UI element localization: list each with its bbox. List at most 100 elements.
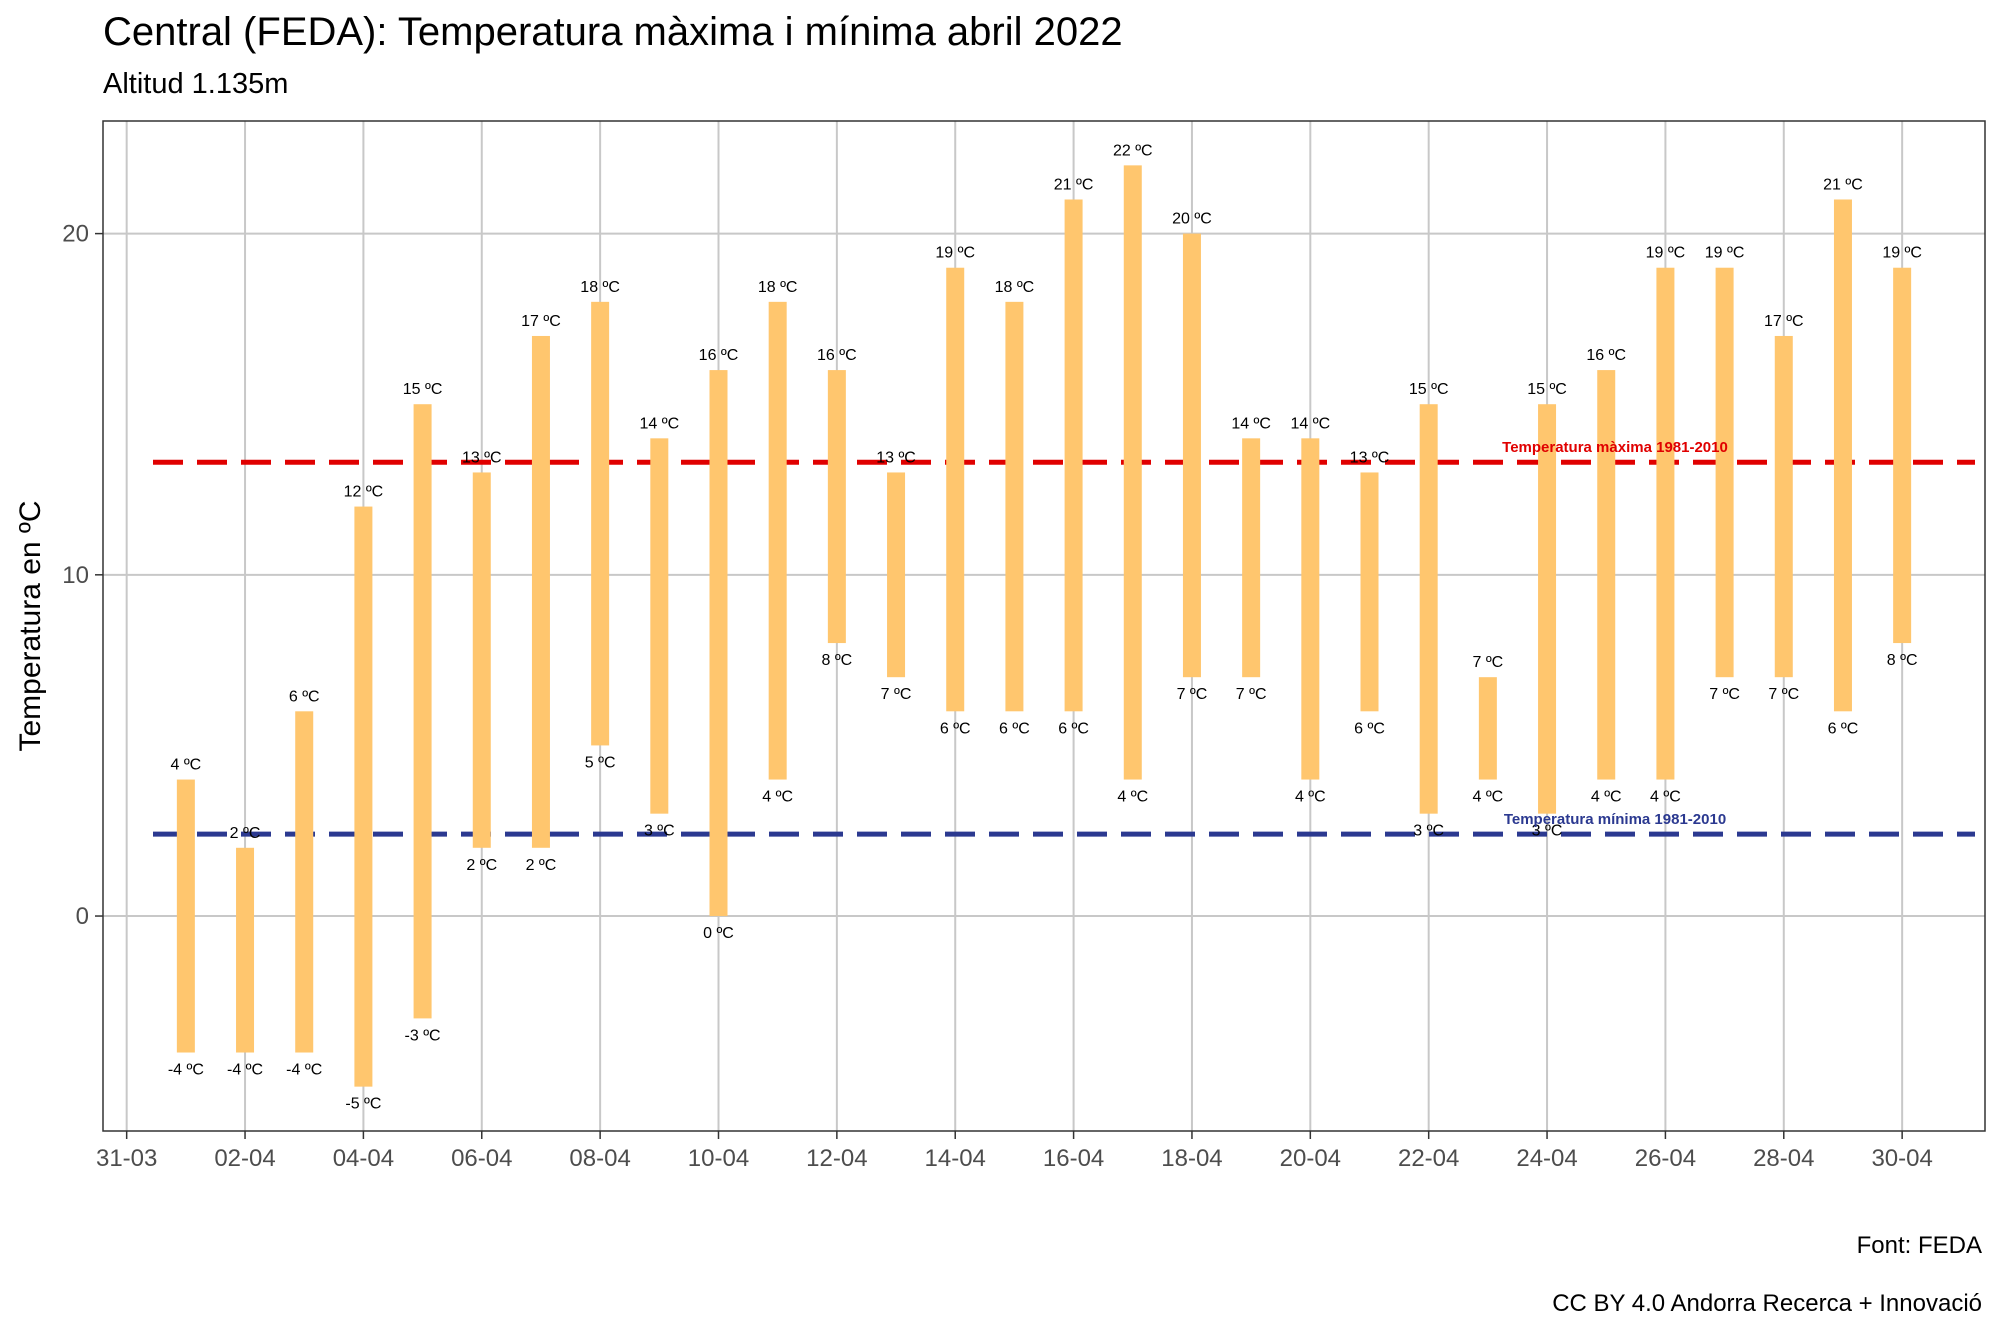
temperature-bar [1360,472,1379,712]
x-tick-label: 10-04 [688,1145,749,1172]
reference-label-max: Temperatura màxima 1981-2010 [1502,439,1728,456]
max-value-label: 21 ºC [1054,176,1094,193]
min-value-label: 2 ºC [526,857,557,874]
min-value-label: 8 ºC [821,652,852,669]
min-value-label: -4 ºC [168,1062,204,1079]
temperature-bar [709,370,728,917]
temperature-bar [1301,438,1320,780]
y-tick-label: 20 [62,221,89,248]
min-value-label: 8 ºC [1887,652,1918,669]
temperature-bar [1005,301,1024,712]
temperature-bars [176,165,1912,1087]
temperature-bar [295,711,314,1053]
x-tick-label: 02-04 [214,1145,275,1172]
min-value-label: 4 ºC [1117,789,1148,806]
y-tick-label: 10 [62,562,89,589]
x-tick-label: 06-04 [451,1145,512,1172]
max-value-label: 18 ºC [580,279,620,296]
min-value-label: 0 ºC [703,925,734,942]
min-value-label: 4 ºC [1591,789,1622,806]
min-value-label: 6 ºC [999,720,1030,737]
temperature-bar [1538,404,1557,814]
temperature-bar [768,301,787,780]
max-value-label: 21 ºC [1823,176,1863,193]
max-value-label: 13 ºC [1350,449,1390,466]
y-axis-title: Temperatura en ºC [14,500,47,751]
temperature-bar [1064,199,1083,712]
max-value-label: 17 ºC [521,313,561,330]
temperature-bar [1597,370,1616,780]
max-value-label: 15 ºC [1409,381,1449,398]
max-value-label: 16 ºC [817,347,857,364]
min-value-label: -4 ºC [227,1062,263,1079]
max-value-label: 4 ºC [170,757,201,774]
max-value-label: 13 ºC [876,449,916,466]
panel-border [102,120,1986,1132]
max-value-label: 18 ºC [758,279,798,296]
max-value-label: 19 ºC [935,245,975,262]
x-tick-label: 30-04 [1871,1145,1932,1172]
temperature-bar [591,301,610,746]
min-value-label: 4 ºC [1472,789,1503,806]
max-value-label: 6 ºC [289,688,320,705]
max-value-label: 19 ºC [1646,245,1686,262]
min-value-label: 7 ºC [1236,686,1267,703]
temperature-bar [1419,404,1438,814]
temperature-bar [1833,199,1852,712]
min-value-label: 7 ºC [1709,686,1740,703]
max-value-label: 15 ºC [1527,381,1567,398]
x-tick-label: 22-04 [1398,1145,1459,1172]
temperature-bar [472,472,491,848]
temperature-bar [354,506,373,1087]
max-value-label: 19 ºC [1705,245,1745,262]
min-value-label: -5 ºC [345,1096,381,1113]
max-value-label: 14 ºC [639,415,679,432]
min-value-label: 4 ºC [1295,789,1326,806]
temperature-bar [887,472,906,678]
min-value-label: -3 ºC [405,1027,441,1044]
x-tick-label: 31-03 [96,1145,157,1172]
x-tick-label: 14-04 [925,1145,986,1172]
max-value-label: 16 ºC [1586,347,1626,364]
max-value-label: 2 ºC [230,825,261,842]
temperature-bar [531,335,550,848]
temperature-bar [946,267,965,712]
max-value-label: 22 ºC [1113,142,1153,159]
min-value-label: 7 ºC [881,686,912,703]
min-value-label: 6 ºC [1058,720,1089,737]
axes: 31-03 02-04 04-04 06-04 08-04 10-04 12-04 14-04… [14,120,1986,1172]
x-tick-label: 08-04 [569,1145,630,1172]
temperature-bar [1893,267,1912,644]
temperature-bar [1123,165,1142,780]
value-labels: 4 ºC -4 ºC 2 ºC -4 ºC 6 ºC -4 ºC 12 ºC -5 ºC 15 … [168,142,1922,1112]
max-value-label: 20 ºC [1172,211,1212,228]
x-tick-label: 24-04 [1516,1145,1577,1172]
temperature-bar [1478,677,1497,780]
x-tick-label: 12-04 [806,1145,867,1172]
source-caption: Font: FEDA [1856,1232,1982,1259]
max-value-label: 14 ºC [1231,415,1271,432]
temperature-bar [650,438,669,814]
min-value-label: -4 ºC [286,1062,322,1079]
chart-subtitle: Altitud 1.135m [103,68,289,100]
grid [103,121,1985,1131]
min-value-label: 3 ºC [644,823,675,840]
min-value-label: 4 ºC [1650,789,1681,806]
x-tick-label: 18-04 [1161,1145,1222,1172]
license-caption: CC BY 4.0 Andorra Recerca + Innovació [1552,1290,1982,1317]
min-value-label: 4 ºC [762,789,793,806]
x-tick-label: 20-04 [1280,1145,1341,1172]
min-value-label: 7 ºC [1177,686,1208,703]
temperature-bar [1774,335,1793,678]
temperature-bar [236,847,255,1053]
min-value-label: 2 ºC [466,857,497,874]
temperature-bar [1242,438,1261,678]
y-tick-label: 0 [76,903,89,930]
max-value-label: 15 ºC [403,381,443,398]
max-value-label: 19 ºC [1882,245,1922,262]
min-value-label: 7 ºC [1768,686,1799,703]
min-value-label: 6 ºC [940,720,971,737]
max-value-label: 13 ºC [462,449,502,466]
temperature-bar [827,370,846,644]
max-value-label: 7 ºC [1472,654,1503,671]
